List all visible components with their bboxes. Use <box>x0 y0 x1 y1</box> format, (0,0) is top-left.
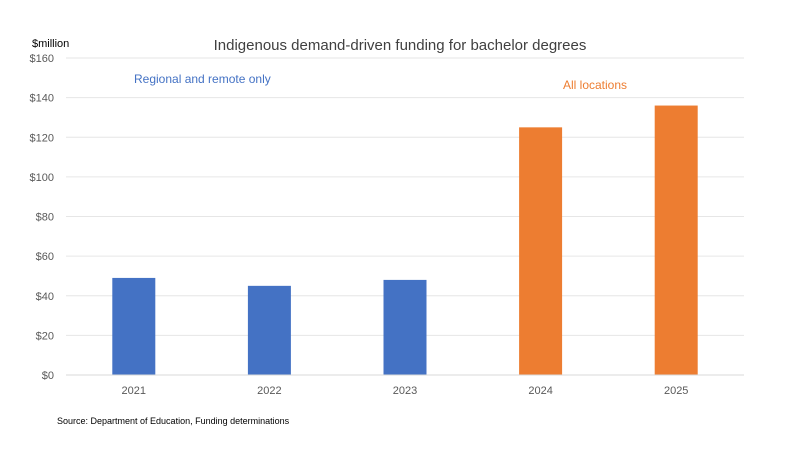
x-tick-label: 2023 <box>393 385 417 397</box>
bar-2025 <box>654 105 698 376</box>
y-axis-ticks: $0 $20 $40 $60 $80 $100 $120 $140 $160 <box>30 53 54 382</box>
y-tick-label: $100 <box>30 172 54 184</box>
x-axis-ticks: 2021 2022 2023 2024 2025 <box>122 385 689 397</box>
y-axis-unit-label: $million <box>32 38 69 50</box>
annotation-all-locations: All locations <box>563 78 627 92</box>
y-tick-label: $0 <box>42 370 54 382</box>
y-tick-label: $40 <box>36 291 54 303</box>
bar-2024 <box>519 127 563 375</box>
x-tick-label: 2024 <box>528 385 552 397</box>
y-tick-label: $20 <box>36 330 54 342</box>
source-note: Source: Department of Education, Funding… <box>57 416 290 426</box>
bar-2021 <box>112 277 156 375</box>
y-tick-label: $140 <box>30 93 54 105</box>
x-tick-label: 2022 <box>257 385 281 397</box>
x-tick-label: 2021 <box>122 385 146 397</box>
gridlines <box>66 57 744 336</box>
annotation-regional-remote: Regional and remote only <box>134 72 271 86</box>
chart-title: Indigenous demand-driven funding for bac… <box>214 37 587 54</box>
x-tick-label: 2025 <box>664 385 688 397</box>
y-tick-label: $80 <box>36 212 54 224</box>
y-tick-label: $60 <box>36 251 54 263</box>
y-tick-label: $160 <box>30 53 54 65</box>
bars <box>112 105 698 376</box>
bar-2022 <box>247 285 291 375</box>
bar-2023 <box>383 279 427 375</box>
y-tick-label: $120 <box>30 132 54 144</box>
